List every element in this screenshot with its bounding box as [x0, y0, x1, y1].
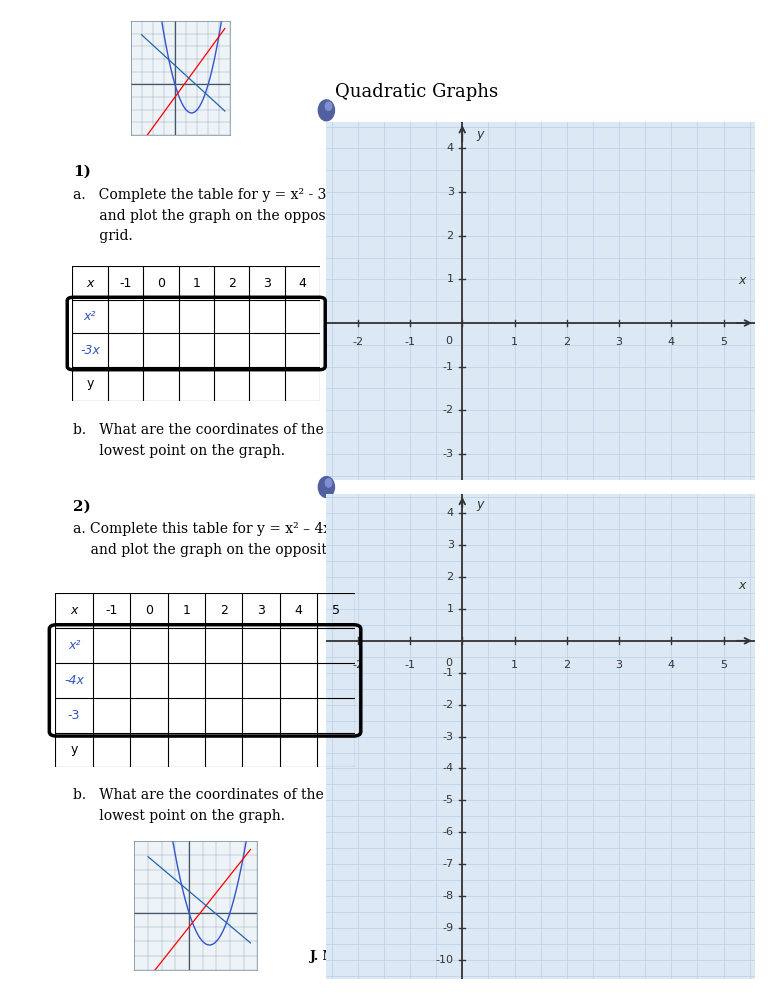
Text: 0: 0	[445, 336, 452, 346]
Text: 4: 4	[295, 604, 303, 617]
Text: -3x: -3x	[80, 344, 100, 357]
Text: 3: 3	[263, 276, 271, 289]
Text: 2: 2	[446, 231, 454, 241]
Text: -10: -10	[435, 955, 454, 965]
Text: -2: -2	[442, 406, 454, 415]
Text: y: y	[86, 378, 94, 391]
Text: x: x	[86, 276, 94, 289]
Text: 3: 3	[257, 604, 265, 617]
Text: 0: 0	[445, 658, 452, 668]
Text: y: y	[476, 128, 483, 141]
Text: 5: 5	[720, 660, 727, 670]
Text: x²: x²	[84, 310, 96, 323]
Text: 0: 0	[145, 604, 153, 617]
Text: y: y	[71, 744, 78, 756]
Text: 1: 1	[511, 337, 518, 347]
Text: Quadratic Graphs: Quadratic Graphs	[335, 83, 498, 101]
Circle shape	[318, 477, 335, 498]
Text: 4: 4	[446, 143, 454, 153]
Text: a.   Complete the table for y = x² - 3x
      and plot the graph on the opposite: a. Complete the table for y = x² - 3x an…	[73, 188, 344, 244]
Text: -4: -4	[442, 763, 454, 773]
Text: 5: 5	[720, 337, 727, 347]
Text: -3: -3	[442, 732, 454, 742]
Circle shape	[326, 479, 332, 487]
Text: 1: 1	[447, 604, 454, 614]
Text: -3: -3	[68, 709, 80, 722]
Text: -2: -2	[353, 660, 363, 670]
Text: 3: 3	[447, 540, 454, 550]
Text: -1: -1	[405, 337, 415, 347]
Text: 4: 4	[667, 660, 675, 670]
Text: -6: -6	[442, 827, 454, 837]
Text: 2): 2)	[73, 500, 91, 514]
Text: -1: -1	[119, 276, 131, 289]
Text: 2: 2	[563, 660, 571, 670]
Text: b.   What are the coordinates of the
      lowest point on the graph.: b. What are the coordinates of the lowes…	[73, 788, 324, 823]
Text: -8: -8	[442, 891, 454, 902]
Text: a. Complete this table for y = x² – 4x – 3
    and plot the graph on the opposit: a. Complete this table for y = x² – 4x –…	[73, 522, 373, 557]
Text: 1: 1	[182, 604, 190, 617]
Text: -5: -5	[442, 795, 454, 805]
Text: 2: 2	[563, 337, 571, 347]
Text: -2: -2	[353, 337, 363, 347]
Text: 3: 3	[447, 187, 454, 197]
Text: 2: 2	[220, 604, 228, 617]
Text: -1: -1	[442, 668, 454, 678]
Text: 4: 4	[667, 337, 675, 347]
Text: -1: -1	[405, 660, 415, 670]
Text: 2: 2	[228, 276, 236, 289]
Circle shape	[326, 102, 332, 110]
Text: -2: -2	[442, 700, 454, 710]
Text: 1): 1)	[73, 165, 91, 179]
Text: 1: 1	[192, 276, 200, 289]
Text: -9: -9	[442, 923, 454, 933]
Text: 3: 3	[616, 660, 623, 670]
Text: -1: -1	[105, 604, 118, 617]
Text: 2: 2	[446, 572, 454, 582]
Text: 0: 0	[157, 276, 165, 289]
Text: 5: 5	[332, 604, 340, 617]
Text: -1: -1	[442, 362, 454, 372]
Text: 1: 1	[447, 274, 454, 284]
Text: -4x: -4x	[64, 674, 84, 687]
Text: x: x	[739, 580, 746, 592]
Text: 1: 1	[511, 660, 518, 670]
Text: x: x	[71, 604, 78, 617]
Text: y: y	[476, 498, 483, 512]
Text: b.   What are the coordinates of the
      lowest point on the graph.: b. What are the coordinates of the lowes…	[73, 423, 324, 457]
Text: x: x	[739, 274, 746, 287]
Text: -7: -7	[442, 859, 454, 869]
Text: 4: 4	[299, 276, 306, 289]
Text: x²: x²	[68, 639, 80, 652]
Text: 3: 3	[616, 337, 623, 347]
Text: J. Mills-Dadson: J. Mills-Dadson	[310, 950, 416, 963]
Text: -3: -3	[442, 449, 454, 459]
Circle shape	[318, 99, 335, 121]
Text: 4: 4	[446, 508, 454, 518]
